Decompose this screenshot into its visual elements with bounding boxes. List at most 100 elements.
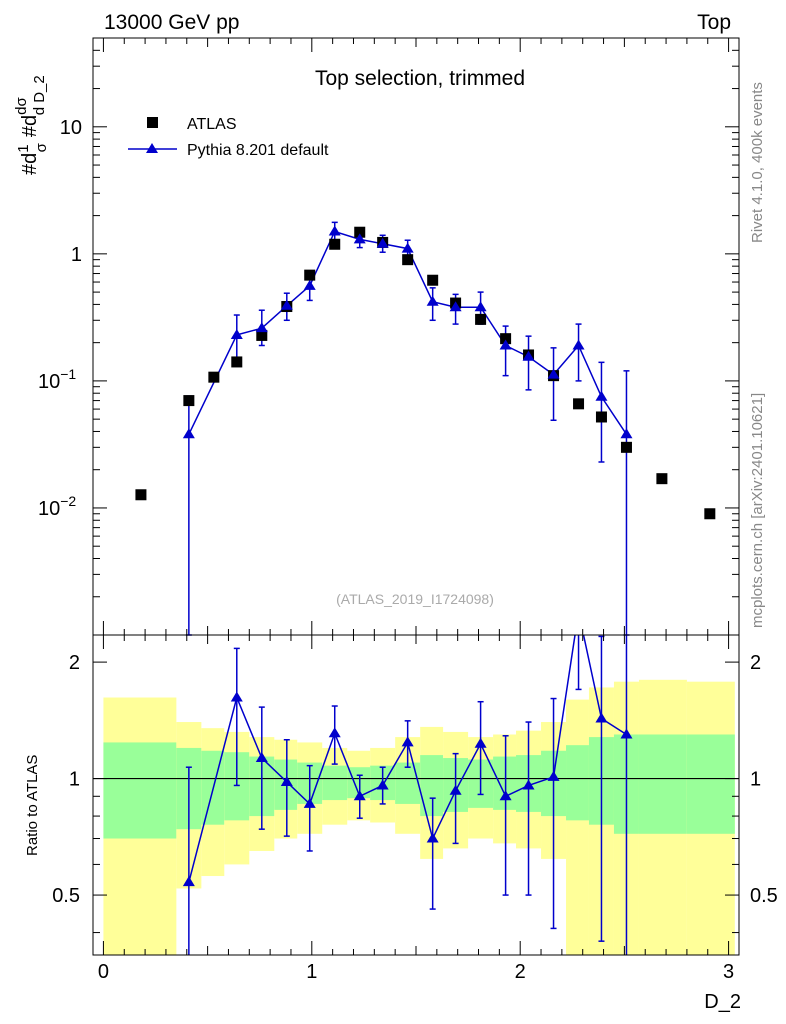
ratio-point xyxy=(401,736,414,747)
atlas-point xyxy=(595,411,607,423)
ratio-point xyxy=(280,775,293,786)
ratio-axes: 0.5 0.5 1 1 2 2 0 1 2 3 xyxy=(52,635,778,983)
main-title: Top selection, trimmed xyxy=(315,67,525,90)
ratio-point xyxy=(474,737,487,748)
ratio-ytick-label: 0.5 xyxy=(52,885,80,907)
pythia-point xyxy=(426,295,439,306)
pythia-point xyxy=(376,237,389,248)
pythia-point xyxy=(449,301,462,312)
atlas-point xyxy=(573,398,585,410)
main-ytick-label: 10−2 xyxy=(38,493,76,520)
ratio-ytick-label-right: 0.5 xyxy=(750,885,778,907)
main-ytick-label: 10−1 xyxy=(38,366,76,393)
pythia-point xyxy=(230,328,243,339)
ratio-point xyxy=(522,779,535,790)
pythia-point xyxy=(547,368,560,379)
pythia-point xyxy=(595,390,608,401)
main-ylabel-text: #d1σ#ddσd D_2 xyxy=(13,75,50,175)
atlas-point xyxy=(475,313,487,325)
pythia-point xyxy=(499,339,512,350)
pythia-point xyxy=(620,428,633,439)
legend-atlas-marker xyxy=(147,117,158,128)
atlas-point xyxy=(620,441,632,453)
ratio-band-inner xyxy=(638,734,687,834)
ratio-panel: 0.5 0.5 1 1 2 2 0 1 2 3 Ratio to ATLAS D_2 xyxy=(24,634,778,1013)
ratio-band-inner xyxy=(322,765,348,801)
header-left: 13000 GeV pp xyxy=(104,11,239,34)
atlas-point xyxy=(329,238,341,250)
ratio-point xyxy=(499,790,512,801)
pythia-point xyxy=(280,299,293,310)
atlas-point xyxy=(256,329,268,341)
ratio-point xyxy=(449,784,462,795)
pythia-point xyxy=(353,233,366,244)
ratio-point xyxy=(620,728,633,739)
main-plot-content xyxy=(135,221,716,636)
atlas-point xyxy=(354,226,366,238)
ratio-band-inner xyxy=(347,767,371,799)
ratio-ytick-label: 1 xyxy=(69,769,80,791)
ratio-ytick-label-right: 2 xyxy=(750,652,761,674)
pythia-point xyxy=(328,225,341,236)
ratio-point xyxy=(230,691,243,702)
pythia-point xyxy=(303,279,316,290)
ratio-point xyxy=(376,779,389,790)
legend-pythia-marker xyxy=(146,143,158,153)
atlas-point xyxy=(427,274,439,286)
main-ytick-label: 10 xyxy=(60,117,82,139)
legend-atlas-label: ATLAS xyxy=(187,116,237,133)
ratio-band-outer xyxy=(566,699,589,955)
ratio-point xyxy=(595,712,608,723)
pythia-point xyxy=(401,242,414,253)
pythia-point xyxy=(522,350,535,361)
ratio-band-inner xyxy=(420,755,444,817)
ratio-band-inner xyxy=(395,762,421,804)
main-ytick-label: 1 xyxy=(71,244,82,266)
atlas-point xyxy=(183,395,195,407)
ratio-point xyxy=(303,797,316,808)
xtick-label: 2 xyxy=(515,961,526,983)
atlas-point xyxy=(402,254,414,266)
atlas-point xyxy=(304,269,316,281)
rivet-info: Rivet 4.1.0, 400k events xyxy=(749,82,766,243)
xtick-label: 3 xyxy=(723,961,734,983)
atlas-point xyxy=(656,473,668,485)
atlas-point xyxy=(704,508,716,520)
ratio-band-inner xyxy=(566,745,589,821)
mcplots-info: mcplots.cern.ch [arXiv:2401.10621] xyxy=(749,393,766,628)
ratio-line xyxy=(188,635,627,883)
ratio-point xyxy=(182,876,195,887)
ratio-point xyxy=(547,770,560,781)
atlas-point xyxy=(231,356,243,368)
main-ylabel: #d1σ#ddσd D_2 xyxy=(13,75,50,175)
header-right: Top xyxy=(697,11,731,34)
ratio-ylabel: Ratio to ATLAS xyxy=(24,755,41,856)
ratio-band-inner xyxy=(686,734,735,834)
ratio-plot-content xyxy=(93,635,739,955)
pythia-point xyxy=(182,428,195,439)
xtick-label: 0 xyxy=(98,961,109,983)
ratio-point xyxy=(255,752,268,763)
pythia-point xyxy=(255,322,268,333)
ratio-point xyxy=(426,832,439,843)
legend-pythia-label: Pythia 8.201 default xyxy=(187,142,329,159)
atlas-point xyxy=(208,371,220,383)
watermark: (ATLAS_2019_I1724098) xyxy=(336,591,494,607)
ratio-series-group xyxy=(182,635,633,955)
legend: ATLAS Pythia 8.201 default xyxy=(128,116,329,159)
ratio-ytick-label: 2 xyxy=(69,652,80,674)
main-axes: 10 1 10−1 10−2 xyxy=(38,37,739,636)
main-panel: 10 1 10−1 10−2 Top selection, trimmed (ATLA… xyxy=(13,37,740,636)
pythia-point xyxy=(474,301,487,312)
atlas-point xyxy=(500,333,512,345)
xtick-label: 1 xyxy=(306,961,317,983)
ratio-band-inner xyxy=(103,742,177,839)
pythia-point xyxy=(572,339,585,350)
xaxis-label: D_2 xyxy=(704,991,741,1013)
atlas-point xyxy=(135,489,147,501)
ratio-band-inner xyxy=(493,756,517,810)
ratio-point xyxy=(353,790,366,801)
ratio-ytick-label-right: 1 xyxy=(750,769,761,791)
ratio-point xyxy=(328,727,341,738)
